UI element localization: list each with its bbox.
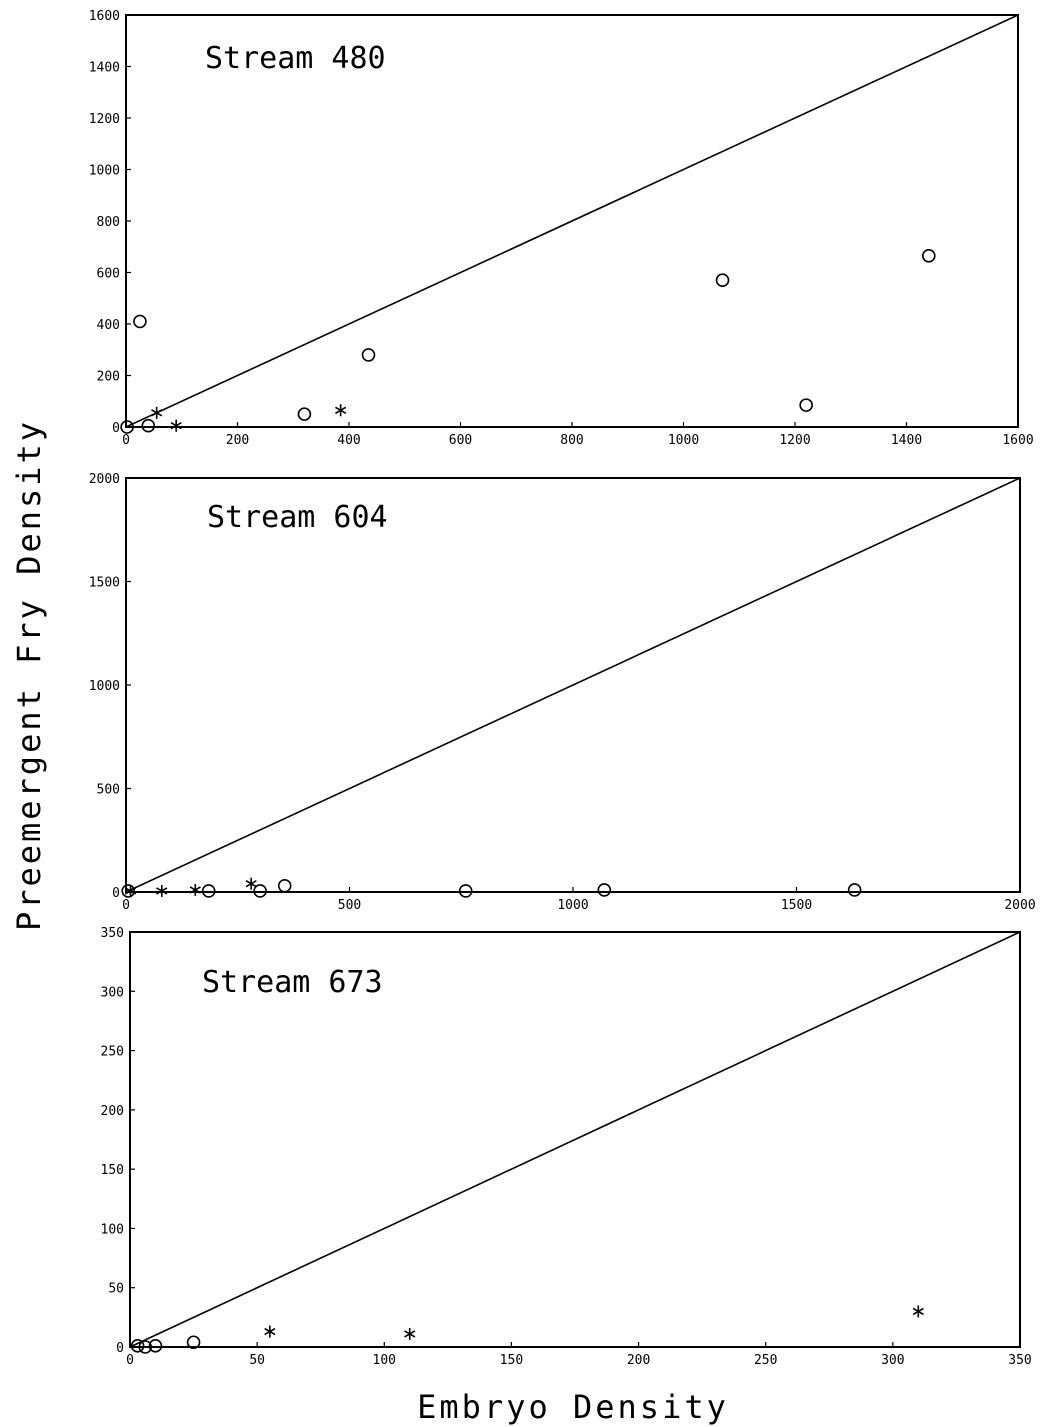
y-tick-label: 0 <box>112 886 120 901</box>
x-tick-label: 800 <box>560 433 583 448</box>
y-tick-label: 600 <box>97 267 120 282</box>
data-point-circle <box>715 273 730 288</box>
plot-frame <box>129 931 1021 1348</box>
panel-3: 0 50 100 150 200 250 300 350 0 50 100 150 200 250 300 3… <box>101 926 1032 1368</box>
x-tick-label: 400 <box>337 433 360 448</box>
y-tick-label: 400 <box>97 318 120 333</box>
y-tick-label: 2000 <box>89 472 120 487</box>
x-tick-label: 500 <box>338 898 361 913</box>
y-tick-label: 0 <box>116 1341 124 1356</box>
x-tick-label: 300 <box>881 1353 904 1368</box>
data-point-star <box>156 884 168 897</box>
x-tick-label: 250 <box>754 1353 777 1368</box>
y-tick-label: 250 <box>101 1045 124 1060</box>
panel-title: Stream 673 <box>202 965 383 1000</box>
one-to-one-line <box>125 477 1021 893</box>
y-tick-label: 200 <box>101 1104 124 1119</box>
data-point-circle <box>847 883 862 897</box>
x-tick-label: 100 <box>373 1353 396 1368</box>
x-tick-label: 1200 <box>779 433 810 448</box>
data-point-circle <box>597 883 612 897</box>
y-tick-label: 1600 <box>89 9 120 24</box>
data-point-circle <box>121 884 136 898</box>
y-tick-label: 200 <box>97 370 120 385</box>
data-point-circle <box>186 1335 201 1350</box>
y-tick-label: 50 <box>108 1282 124 1297</box>
y-tick-label: 1500 <box>89 576 120 591</box>
data-point-star <box>912 1305 924 1318</box>
data-point-star <box>264 1325 276 1338</box>
data-point-star <box>124 884 137 897</box>
data-point-circle <box>148 1339 163 1353</box>
one-to-one-line <box>125 14 1019 428</box>
data-point-circle <box>921 248 936 263</box>
y-tick-label: 150 <box>101 1163 124 1178</box>
x-tick-label: 1000 <box>668 433 699 448</box>
panel-title: Stream 604 <box>207 500 388 535</box>
y-tick-label: 800 <box>97 215 120 230</box>
y-tick-label: 1200 <box>89 112 120 127</box>
y-tick-label: 100 <box>101 1222 124 1237</box>
panel-2: 0 500 1000 1500 2000 0 500 1000 1500 2000 Stream 6… <box>89 472 1036 913</box>
y-axis-label: Preemergent Fry Density <box>10 419 48 931</box>
x-tick-label: 1000 <box>557 898 588 913</box>
data-point-circle <box>141 418 156 433</box>
y-tick-label: 300 <box>101 985 124 1000</box>
x-tick-label: 200 <box>627 1353 650 1368</box>
panel-1: 0 200 400 600 800 1000 1200 1400 1600 0 200 400 600 8… <box>89 9 1034 448</box>
x-tick-label: 2000 <box>1004 898 1035 913</box>
x-tick-label: 150 <box>500 1353 523 1368</box>
x-tick-label: 0 <box>122 898 130 913</box>
data-point-circle <box>297 407 312 421</box>
x-tick-label: 200 <box>226 433 249 448</box>
y-tick-label: 0 <box>112 421 120 436</box>
panel-title: Stream 480 <box>205 41 386 76</box>
data-point-circle <box>799 398 813 412</box>
data-point-star <box>404 1327 416 1340</box>
x-tick-label: 1600 <box>1002 433 1033 448</box>
x-tick-label: 0 <box>122 433 130 448</box>
data-point-star <box>245 877 257 890</box>
y-tick-label: 500 <box>97 783 120 798</box>
x-tick-label: 350 <box>1008 1353 1031 1368</box>
x-tick-label: 600 <box>449 433 472 448</box>
data-point-circle <box>201 884 216 898</box>
data-point-circle <box>133 314 147 329</box>
data-point-circle <box>253 884 267 898</box>
data-point-circle <box>277 878 292 893</box>
data-point-star <box>335 404 347 417</box>
data-point-circle <box>458 884 473 898</box>
y-tick-label: 350 <box>101 926 124 941</box>
data-point-circle <box>130 1339 145 1353</box>
data-point-star <box>189 883 201 896</box>
x-tick-label: 1500 <box>781 898 812 913</box>
x-axis-label: Embryo Density <box>417 1388 729 1426</box>
y-tick-label: 1000 <box>89 679 120 694</box>
x-tick-label: 1400 <box>891 433 922 448</box>
data-point-circle <box>138 1340 153 1354</box>
one-to-one-line <box>129 931 1021 1348</box>
x-tick-label: 50 <box>249 1353 265 1368</box>
data-point-star <box>170 419 182 432</box>
y-tick-label: 1400 <box>89 61 120 76</box>
data-point-star <box>151 406 163 419</box>
data-point-circle <box>120 420 134 434</box>
data-point-circle <box>361 348 376 362</box>
x-tick-label: 0 <box>126 1353 134 1368</box>
y-tick-label: 1000 <box>89 164 120 179</box>
